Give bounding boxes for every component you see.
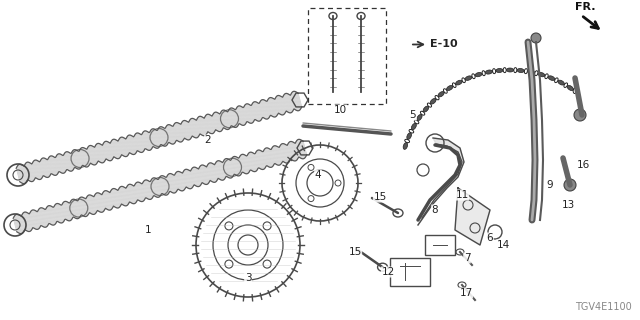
Text: 17: 17 <box>460 288 472 298</box>
Text: 4: 4 <box>315 170 321 180</box>
Text: 14: 14 <box>497 240 509 250</box>
Polygon shape <box>455 188 490 245</box>
Ellipse shape <box>567 85 573 91</box>
Text: 1: 1 <box>145 225 151 235</box>
Text: 13: 13 <box>561 200 575 210</box>
Ellipse shape <box>496 68 503 73</box>
Text: 10: 10 <box>333 105 347 115</box>
Ellipse shape <box>407 133 412 139</box>
Circle shape <box>531 33 541 43</box>
Text: E-10: E-10 <box>430 39 458 50</box>
Text: 12: 12 <box>381 267 395 277</box>
Ellipse shape <box>438 92 444 97</box>
Text: 3: 3 <box>244 273 252 283</box>
Text: 15: 15 <box>348 247 362 257</box>
Ellipse shape <box>538 72 545 77</box>
Ellipse shape <box>456 80 462 85</box>
Bar <box>390 258 430 286</box>
Text: 16: 16 <box>577 160 589 170</box>
Ellipse shape <box>485 70 492 74</box>
Text: 8: 8 <box>432 205 438 215</box>
Ellipse shape <box>417 115 422 121</box>
Text: FR.: FR. <box>575 2 595 12</box>
Ellipse shape <box>430 99 436 104</box>
Ellipse shape <box>423 106 429 112</box>
Text: 5: 5 <box>410 110 416 120</box>
Text: 2: 2 <box>205 135 211 145</box>
Bar <box>425 235 455 255</box>
Ellipse shape <box>506 68 513 72</box>
Ellipse shape <box>528 70 534 74</box>
Ellipse shape <box>465 76 472 80</box>
Polygon shape <box>418 138 464 225</box>
Text: 11: 11 <box>456 190 468 200</box>
Ellipse shape <box>447 85 453 91</box>
Circle shape <box>574 109 586 121</box>
Text: TGV4E1100: TGV4E1100 <box>575 302 632 312</box>
Text: 6: 6 <box>486 233 493 243</box>
Ellipse shape <box>475 72 482 77</box>
Ellipse shape <box>548 76 555 80</box>
Text: 15: 15 <box>373 192 387 202</box>
Ellipse shape <box>412 123 417 130</box>
Circle shape <box>564 179 576 191</box>
Ellipse shape <box>517 68 524 73</box>
Text: 7: 7 <box>464 253 470 263</box>
Ellipse shape <box>558 80 564 85</box>
Ellipse shape <box>403 143 408 149</box>
Text: 9: 9 <box>547 180 554 190</box>
